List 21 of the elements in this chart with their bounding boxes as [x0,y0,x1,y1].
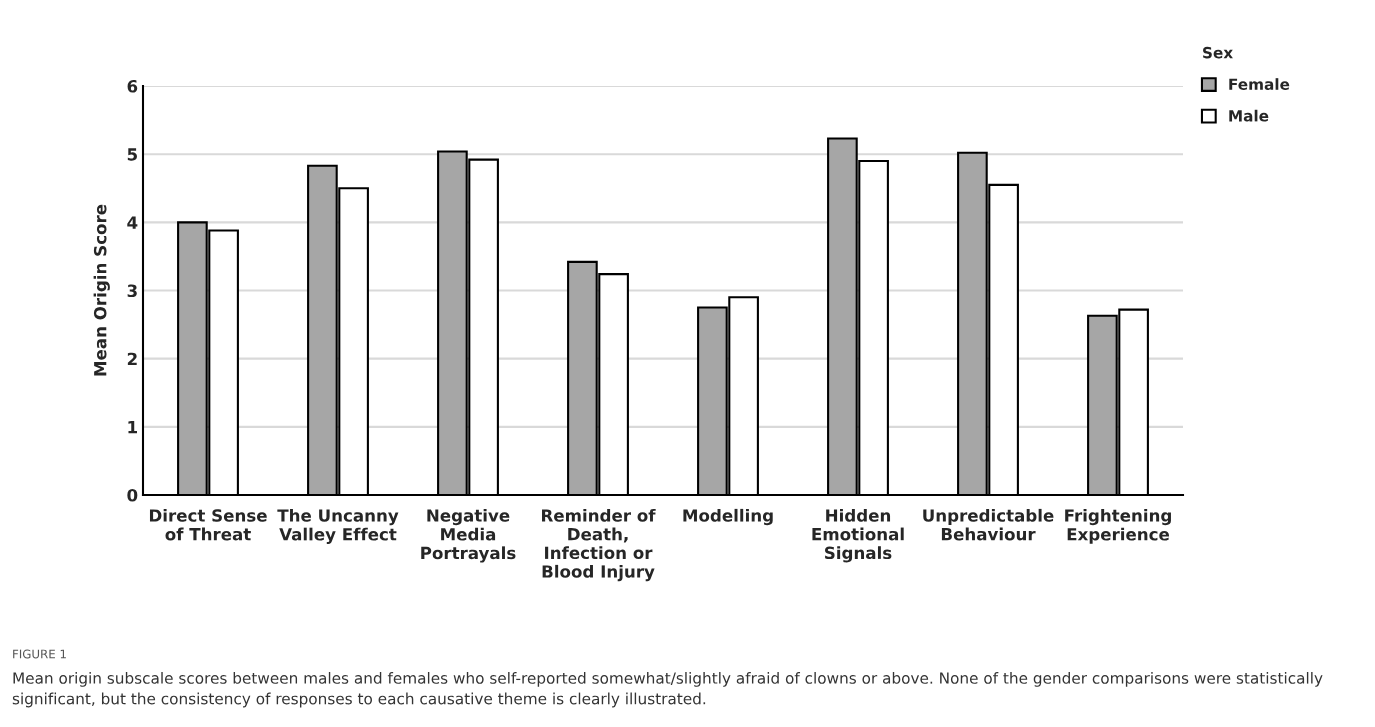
legend-label: Male [1229,109,1269,122]
text: Mean origin subscale scores between males and females who self-reported somewhat/slightly afraid of clowns or above. None of the gender comparisons were statistically significant, but the consistency of responses to each causative theme is clearly illustrated. [12,672,1323,708]
x-tick-label: Reminder of Death, Infection or Blood Injury [542,508,656,582]
x-tick-label: Modelling [683,508,773,526]
y-axis-title: Mean Origin Score [93,204,110,376]
legend-label: Female [1229,78,1290,90]
x-tick-label: Hidden Emotional Signals [812,508,904,563]
x-tick-label: Direct Sense of Threat [149,508,267,541]
y-tick-label: 3 [127,284,137,298]
y-tick-label: 1 [128,421,137,434]
x-tick-label: The Uncanny Valley Effect [277,508,399,544]
caption: FIGURE 1 [13,649,66,659]
y-tick-label: 4 [127,216,138,229]
legend-title: Sex [1203,46,1233,59]
y-tick-label: 0 [127,488,138,502]
x-tick-label: Unpredictable Behaviour [923,508,1054,541]
x-tick-label: Negative Media Portrayals [421,508,516,563]
y-tick-label: 2 [127,352,137,365]
y-tick-label: 6 [127,79,138,93]
x-tick-label: Frightening Experience [1065,508,1171,544]
y-tick-label: 5 [127,148,137,161]
